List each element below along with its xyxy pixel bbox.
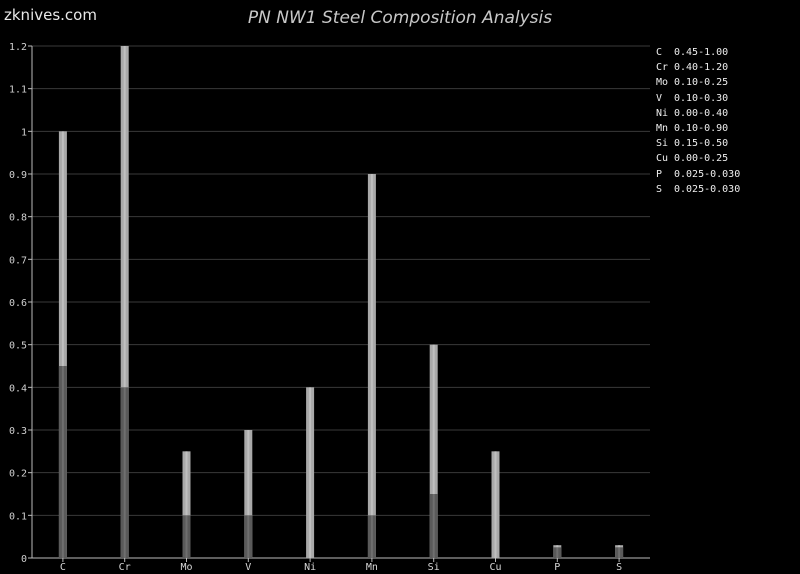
legend-range: 0.45-1.00: [674, 47, 729, 58]
y-tick-label: 0.2: [9, 469, 27, 480]
x-tick-label-v: V: [245, 562, 251, 573]
bar-highlight: [185, 451, 188, 558]
chart-title: PN NW1 Steel Composition Analysis: [247, 8, 553, 28]
y-tick-label: 1: [21, 127, 27, 138]
legend-range: 0.15-0.50: [674, 138, 729, 150]
bar-highlight: [494, 451, 497, 558]
x-tick-label-mo: Mo: [180, 562, 192, 573]
bar-min-highlight: [618, 547, 621, 558]
y-tick-label: 0.8: [9, 213, 27, 224]
bar-highlight: [432, 344, 435, 558]
x-tick-label-cr: Cr: [119, 562, 131, 573]
legend-range: 0.10-0.30: [674, 92, 729, 104]
bar-highlight: [370, 174, 373, 558]
legend-symbol: Mo: [656, 77, 669, 89]
y-tick-label: 1.2: [9, 42, 27, 53]
y-tick-label: 0.7: [9, 255, 27, 266]
bar-highlight: [61, 131, 64, 559]
bar-min-highlight: [247, 515, 250, 558]
y-tick-label: 0.1: [9, 511, 27, 522]
bar-min-highlight: [123, 387, 126, 558]
legend-symbol: S: [656, 183, 663, 195]
legend-item-c: C 0.45-1.00: [656, 45, 740, 60]
legend-item-cu: Cu 0.00-0.25: [656, 151, 740, 166]
legend-symbol: Mn: [656, 122, 669, 134]
legend-item-p: P 0.025-0.030: [656, 167, 740, 182]
site-brand[interactable]: zknives.com: [4, 6, 97, 24]
y-tick-label: 0: [21, 554, 27, 565]
bar-min-highlight: [432, 494, 435, 558]
legend-range: 0.025-0.030: [674, 183, 741, 195]
legend-symbol: Cr: [656, 62, 669, 74]
legend-symbol: Si: [656, 138, 669, 150]
x-tick-label-cu: Cu: [489, 562, 501, 573]
legend-range: 0.40-1.20: [674, 62, 729, 74]
legend-range: 0.00-0.25: [674, 153, 729, 165]
legend-range: 0.10-0.90: [674, 122, 729, 134]
bar-highlight: [247, 430, 250, 558]
legend-item-si: Si 0.15-0.50: [656, 136, 740, 151]
y-tick-label: 0.5: [9, 341, 27, 352]
legend-symbol: C: [656, 47, 663, 58]
legend-item-cr: Cr 0.40-1.20: [656, 60, 740, 75]
y-tick-label: 0.6: [9, 298, 27, 309]
legend-symbol: Ni: [656, 107, 669, 119]
legend-symbol: V: [656, 92, 663, 104]
legend-symbol: P: [656, 168, 663, 180]
x-tick-label-c: C: [60, 562, 66, 573]
legend-range: 0.025-0.030: [674, 168, 741, 180]
legend-item-ni: Ni 0.00-0.40: [656, 106, 740, 121]
legend-item-s: S 0.025-0.030: [656, 182, 740, 197]
bar-highlight: [309, 387, 312, 558]
legend-range: 0.10-0.25: [674, 77, 729, 89]
legend-range: 0.00-0.40: [674, 107, 729, 119]
x-tick-label-p: P: [554, 562, 560, 573]
x-tick-label-si: Si: [428, 562, 440, 573]
bar-min-highlight: [185, 515, 188, 558]
legend-item-mn: Mn 0.10-0.90: [656, 121, 740, 136]
legend-symbol: Cu: [656, 153, 669, 165]
x-tick-label-s: S: [616, 562, 622, 573]
bar-highlight: [123, 46, 126, 558]
y-tick-label: 1.1: [9, 85, 27, 96]
x-tick-label-ni: Ni: [304, 562, 316, 573]
legend-item-v: V 0.10-0.30: [656, 91, 740, 106]
bar-min-highlight: [370, 515, 373, 558]
bar-min-highlight: [61, 366, 64, 558]
x-tick-label-mn: Mn: [366, 562, 378, 573]
y-tick-label: 0.9: [9, 170, 27, 181]
chart-legend: C 0.45-1.00 Cr 0.40-1.20 Mo 0.10-0.25 V 0.10-0.…: [656, 45, 740, 197]
bar-min-highlight: [556, 547, 559, 558]
y-tick-label: 0.4: [9, 383, 27, 394]
legend-item-mo: Mo 0.10-0.25: [656, 75, 740, 90]
y-tick-label: 0.3: [9, 426, 27, 437]
